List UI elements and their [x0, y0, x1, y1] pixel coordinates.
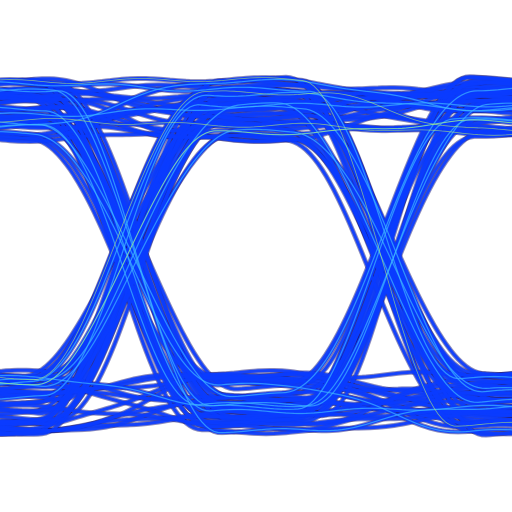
- trace: [0, 119, 512, 386]
- trace: [0, 91, 512, 385]
- trace: [0, 105, 512, 398]
- trace: [0, 78, 512, 127]
- trace: [0, 102, 512, 400]
- trace: [0, 77, 512, 427]
- trace: [0, 87, 512, 398]
- trace: [0, 88, 512, 434]
- trace: [0, 81, 512, 380]
- trace: [0, 90, 512, 381]
- trace: [0, 118, 512, 408]
- trace: [0, 88, 512, 410]
- trace: [0, 118, 512, 136]
- traces: [0, 74, 512, 438]
- trace: [0, 100, 512, 413]
- trace: [0, 122, 512, 385]
- trace: [0, 128, 512, 390]
- trace: [0, 102, 512, 407]
- trace: [0, 113, 512, 436]
- trace: [0, 102, 512, 403]
- trace: [0, 383, 512, 433]
- trace: [0, 89, 512, 374]
- trace: [0, 131, 512, 433]
- trace: [0, 88, 512, 142]
